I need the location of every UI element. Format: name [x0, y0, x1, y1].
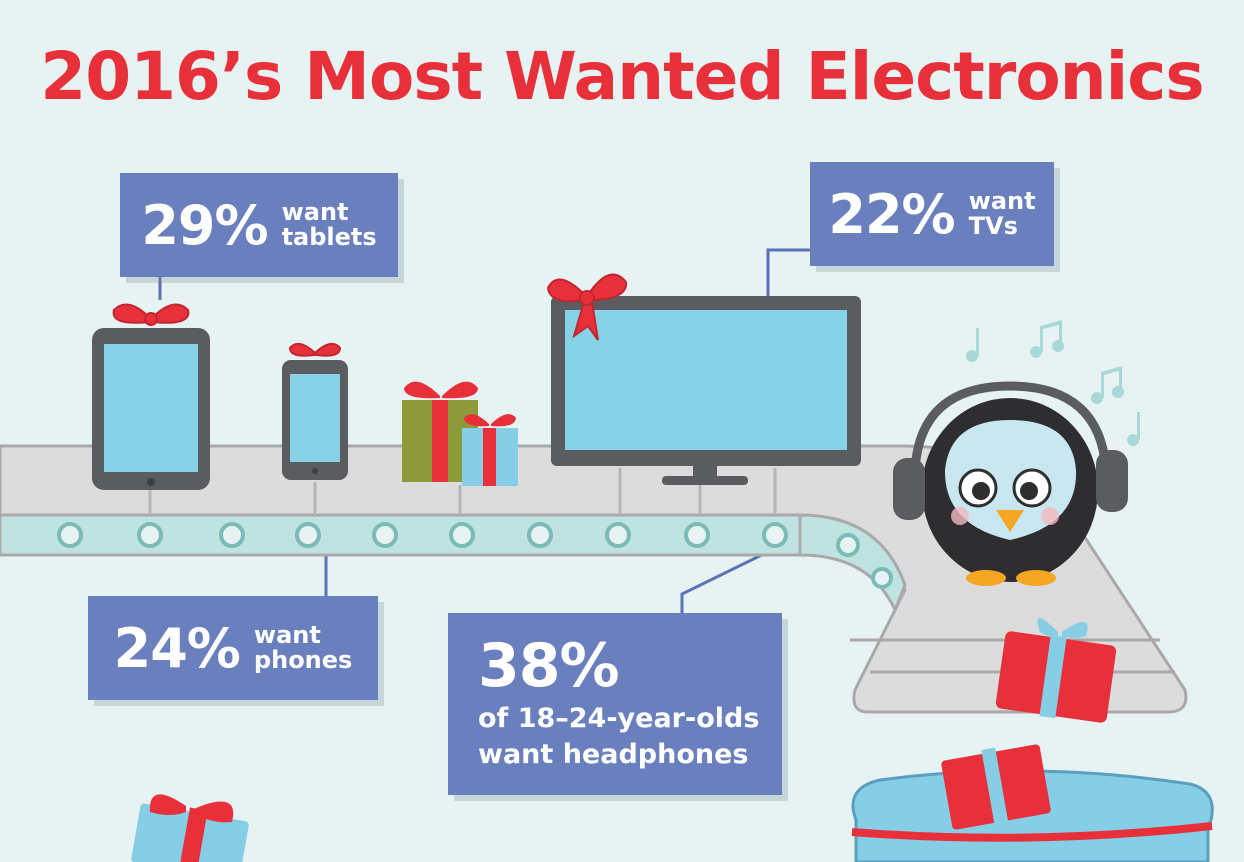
tvs-label-line2: TVs	[968, 212, 1018, 240]
tablet-icon	[92, 303, 210, 490]
headphones-label-line1: of 18–24-year-olds	[478, 703, 760, 734]
headphones-percent: 38%	[478, 631, 620, 701]
tablets-label: want tablets	[282, 200, 377, 250]
headphones-icon	[893, 381, 1128, 520]
bow-icon	[288, 342, 342, 357]
tablets-callout: 29% want tablets	[120, 173, 398, 277]
gift-icon	[995, 618, 1117, 723]
gift-icon	[131, 794, 249, 862]
phone-icon	[282, 342, 348, 480]
tablets-label-line2: tablets	[281, 223, 377, 251]
phones-label-line1: want	[253, 621, 321, 649]
music-note-icon	[966, 320, 1140, 446]
bow-icon	[546, 273, 628, 341]
penguin-icon	[893, 381, 1128, 586]
tablets-label-line1: want	[281, 198, 349, 226]
conveyor-belt	[0, 444, 1188, 714]
tvs-label: want TVs	[969, 189, 1036, 239]
sack-icon	[851, 744, 1214, 862]
tv-icon	[546, 273, 861, 485]
phones-label-line2: phones	[253, 646, 353, 674]
bow-icon	[112, 303, 190, 326]
tvs-callout: 22% want TVs	[810, 162, 1054, 266]
phones-label: want phones	[254, 623, 352, 673]
tvs-label-line1: want	[968, 187, 1036, 215]
page-title: 2016’s Most Wanted Electronics	[40, 38, 1204, 115]
headphones-callout: 38% of 18–24-year-olds want headphones	[448, 613, 782, 795]
tvs-percent: 22%	[828, 182, 955, 246]
gift-icon	[402, 381, 518, 486]
tablets-percent: 29%	[141, 193, 268, 257]
phones-callout: 24% want phones	[88, 596, 378, 700]
belt-rollers	[57, 522, 893, 589]
phones-percent: 24%	[113, 616, 241, 680]
headphones-label-line2: want headphones	[478, 739, 749, 770]
